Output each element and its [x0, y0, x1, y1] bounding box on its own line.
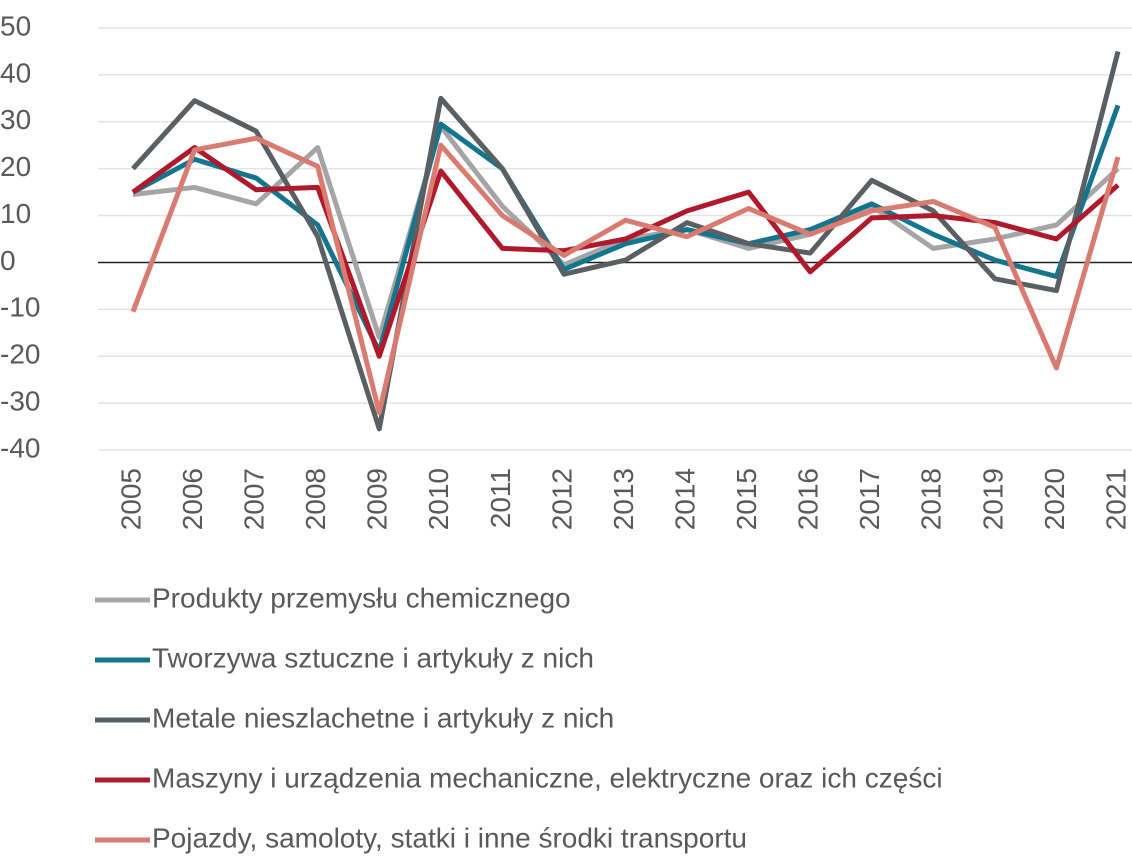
- x-tick-label: 2013: [608, 468, 639, 530]
- series-line: [131, 104, 1121, 355]
- legend-label: Pojazdy, samoloty, statki i inne środki …: [152, 822, 747, 853]
- y-tick-label: -30: [0, 386, 40, 417]
- x-tick-label: 2009: [362, 468, 393, 530]
- x-tick-label: 2019: [977, 468, 1008, 530]
- legend-label: Maszyny i urządzenia mechaniczne, elektr…: [152, 762, 943, 793]
- x-tick-label: 2015: [731, 468, 762, 530]
- legend-label: Tworzywa sztuczne i artykuły z nich: [152, 642, 594, 673]
- x-tick-label: 2011: [485, 468, 516, 528]
- y-tick-label: 30: [0, 104, 31, 135]
- y-tick-label: 40: [0, 57, 31, 88]
- x-tick-label: 2007: [239, 468, 270, 530]
- y-tick-label: -20: [0, 339, 40, 370]
- x-tick-label: 2012: [546, 468, 577, 530]
- y-tick-label: -40: [0, 432, 40, 463]
- y-tick-label: -10: [0, 292, 40, 323]
- legend-label: Metale nieszlachetne i artykuły z nich: [152, 702, 614, 733]
- x-tick-label: 2014: [669, 468, 700, 530]
- x-tick-label: 2017: [854, 468, 885, 530]
- y-tick-label: 50: [0, 10, 31, 41]
- series-line: [130, 135, 1121, 415]
- series-line: [132, 123, 1120, 340]
- y-tick-label: 0: [0, 245, 16, 276]
- legend-label: Produkty przemysłu chemicznego: [152, 582, 571, 613]
- x-tick-label: 2008: [300, 468, 331, 530]
- y-tick-label: 10: [0, 198, 31, 229]
- series-line: [131, 50, 1121, 432]
- series-line: [131, 145, 1120, 359]
- x-tick-label: 2018: [916, 468, 947, 530]
- x-tick-label: 2021: [1100, 468, 1131, 530]
- x-tick-label: 2005: [115, 468, 146, 530]
- y-tick-label: 20: [0, 151, 31, 182]
- x-tick-label: 2010: [423, 468, 454, 530]
- x-tick-label: 2020: [1039, 468, 1070, 530]
- x-tick-label: 2016: [793, 468, 824, 530]
- x-tick-label: 2006: [177, 468, 208, 530]
